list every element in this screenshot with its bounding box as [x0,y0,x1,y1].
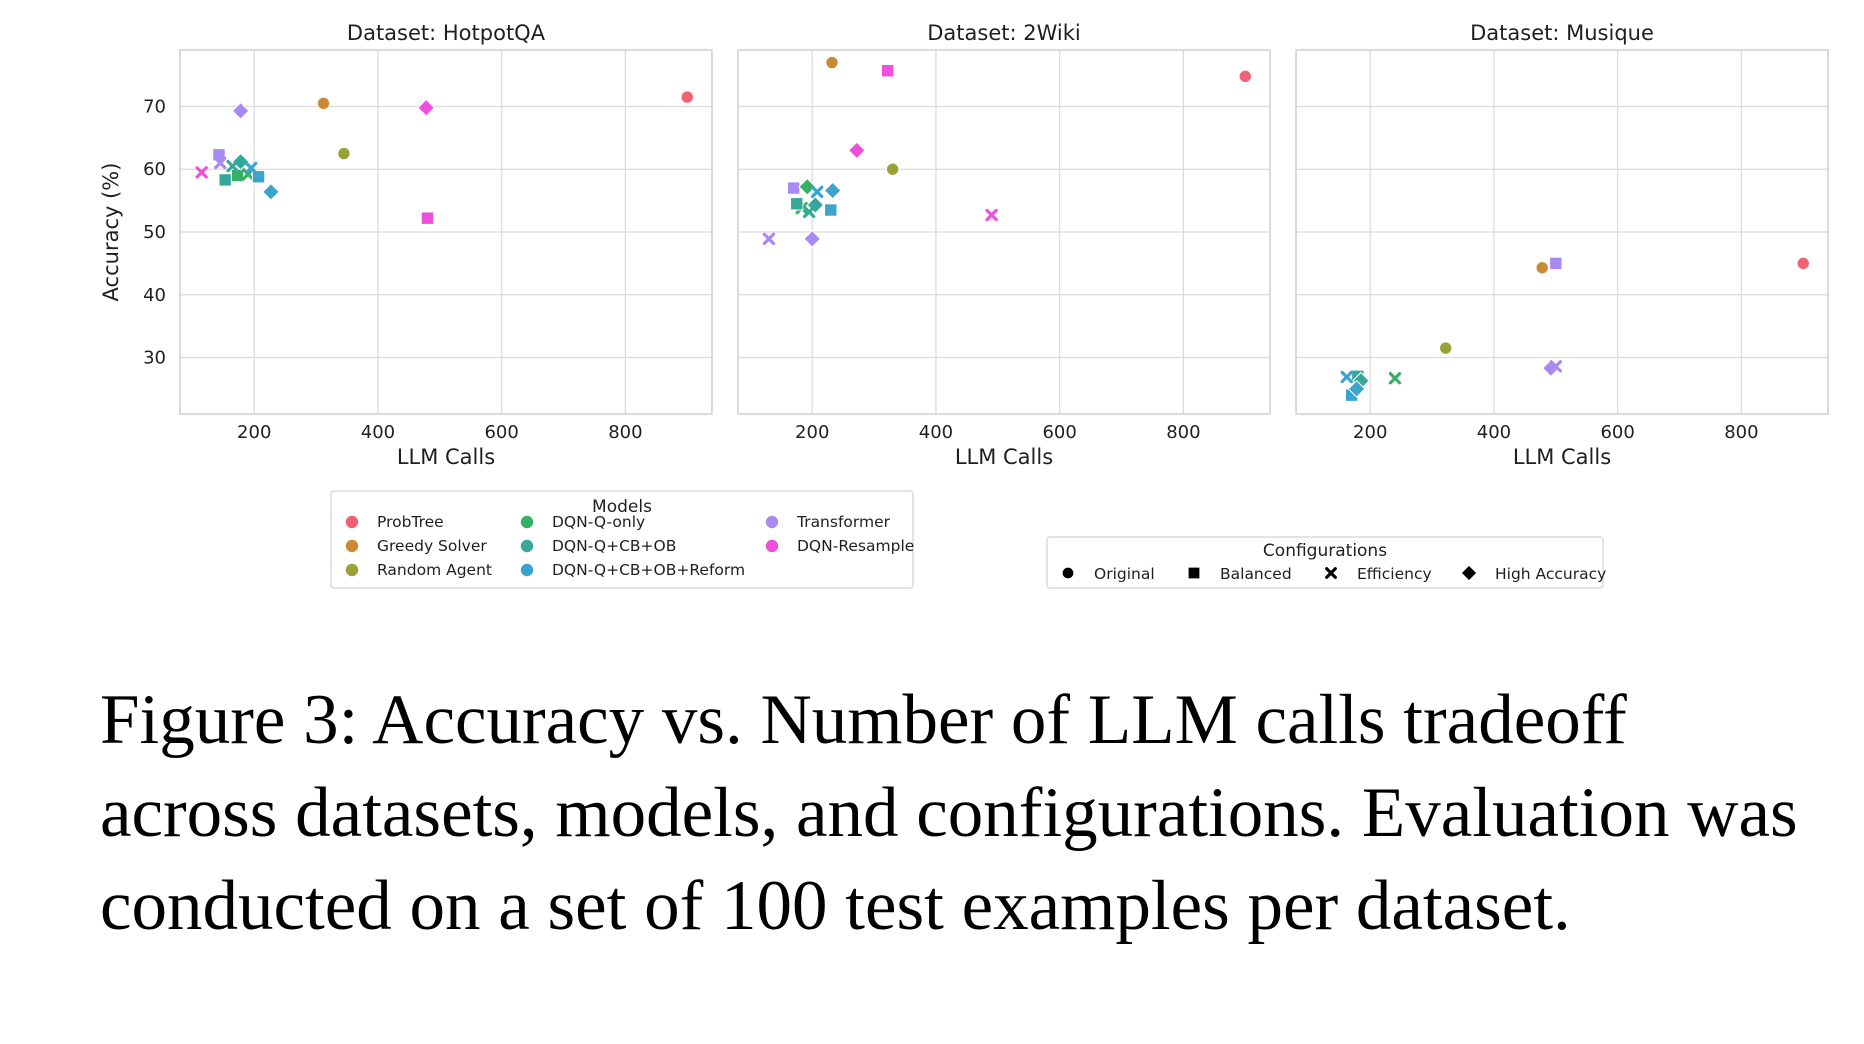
panel-title: Dataset: 2Wiki [927,21,1080,45]
legend-item-dqn-resample: DQN-Resample [797,537,914,555]
legend-item-greedy-solver: Greedy Solver [377,537,487,555]
legend-item-probtree: ProbTree [377,513,444,531]
legend-item-dqn-q-cb-ob: DQN-Q+CB+OB [552,537,676,555]
legend-swatch-dqn-resample [765,539,779,553]
x-axis-label: LLM Calls [955,445,1053,469]
point-transformer-efficiency [762,232,776,246]
point-dqn-q-only-efficiency [241,168,255,181]
x-axis-label: LLM Calls [1513,445,1611,469]
plot-frame [179,49,713,415]
panel-dataset-2wiki: Dataset: 2Wiki 200 400 600 800 LLM Calls [737,21,1271,469]
point-dqn-q-only-high-accuracy [798,177,817,196]
panel-title: Dataset: Musique [1470,21,1654,45]
legend-item-efficiency: Efficiency [1357,565,1432,583]
y-tick-label: 40 [143,285,166,306]
point-dqn-resample-high-accuracy [847,141,866,160]
y-tick-label: 70 [143,96,166,117]
point-dqn-resample-efficiency [195,166,208,179]
point-greedy-solver-original [316,96,331,111]
legend-swatch-greedy-solver [345,539,359,553]
x-tick-label: 600 [484,422,518,443]
point-dqn-q-cb-ob-reform-high-accuracy [823,181,842,200]
point-dqn-q-cb-ob-reform-efficiency [810,185,824,199]
configurations-legend: Configurations Original Balanced Efficiency… [1046,536,1606,589]
point-transformer-balanced [786,181,801,195]
legend-marker-original [1061,566,1075,580]
point-dqn-q-cb-ob-reform-efficiency [1340,370,1353,384]
point-random-agent-original [1439,341,1453,355]
point-dqn-q-only-efficiency [1388,372,1402,385]
point-probtree-original [680,90,694,104]
point-dqn-q-cb-ob-reform-balanced [824,203,838,217]
legend-marker-efficiency [1325,567,1337,579]
point-dqn-q-cb-ob-high-accuracy [231,152,250,171]
legend-item-high-accuracy: High Accuracy [1495,565,1606,583]
x-tick-label: 400 [919,422,953,443]
x-tick-label: 600 [1600,422,1634,443]
point-dqn-resample-high-accuracy [417,98,436,117]
point-dqn-q-cb-ob-efficiency [226,159,239,173]
x-tick-label: 800 [608,422,642,443]
point-transformer-balanced [1549,256,1563,271]
point-dqn-q-cb-ob-reform-high-accuracy [1347,379,1366,398]
point-dqn-q-cb-ob-high-accuracy [806,196,825,214]
panel-dataset-hotpotqa: Dataset: HotpotQA 200 400 600 800 LLM Calls 30… [99,21,713,469]
x-tick-label: 400 [361,422,395,443]
legend-swatch-probtree [345,515,359,529]
point-greedy-solver-original [1535,261,1549,275]
point-greedy-solver-original [825,55,839,70]
legend-swatch-transformer [765,515,779,529]
legend-title: Models [592,497,652,517]
point-dqn-resample-efficiency [985,208,998,222]
legend-item-transformer: Transformer [796,513,891,531]
point-dqn-q-cb-ob-balanced [790,197,804,211]
legend-item-original: Original [1094,565,1155,583]
point-dqn-q-cb-ob-reform-high-accuracy [262,182,280,201]
legend-swatch-dqn-q-cb-ob [520,539,534,553]
point-dqn-resample-balanced [881,64,895,78]
x-tick-label: 200 [237,422,271,443]
x-tick-label: 800 [1166,422,1200,443]
point-dqn-resample-balanced [420,211,435,225]
point-probtree-original [1238,69,1252,84]
point-transformer-efficiency [1549,360,1563,373]
point-dqn-q-cb-ob-efficiency [802,205,816,219]
point-dqn-q-cb-ob-reform-efficiency [244,161,258,175]
point-random-agent-original [337,146,351,161]
y-tick-label: 50 [143,222,166,243]
legend-box [330,490,914,589]
x-axis-label: LLM Calls [397,445,495,469]
point-transformer-efficiency [214,156,227,170]
y-tick-label: 30 [143,348,166,369]
panel-title: Dataset: HotpotQA [347,21,546,45]
x-tick-label: 600 [1042,422,1076,443]
legend-marker-high-accuracy [1460,564,1478,582]
legend-swatch-dqn-q-cb-ob-reform [520,563,534,577]
legend-item-balanced: Balanced [1220,565,1292,583]
x-tick-label: 800 [1724,422,1758,443]
point-transformer-high-accuracy [231,101,250,120]
legend-item-dqn-q-only: DQN-Q-only [552,513,645,531]
point-probtree-original [1796,256,1810,271]
plot-frame [737,49,1271,415]
legend-marker-balanced [1187,566,1201,580]
point-random-agent-original [885,162,900,176]
point-dqn-q-cb-ob-balanced [218,173,232,187]
x-tick-label: 400 [1477,422,1511,443]
legend-item-random-agent: Random Agent [377,561,492,579]
legend-swatch-random-agent [345,563,359,577]
legend-title: Configurations [1263,541,1387,561]
legend-swatch-dqn-q-only [520,515,534,529]
x-tick-label: 200 [1353,422,1387,443]
figure-caption: Figure 3: Accuracy vs. Number of LLM cal… [100,681,1798,945]
legend-item-dqn-q-cb-ob-reform: DQN-Q+CB+OB+Reform [552,561,745,579]
models-legend: Models ProbTree Greedy Solver Random Agent D… [330,490,914,589]
y-tick-label: 60 [143,159,166,180]
plot-frame [1295,49,1829,415]
x-tick-label: 200 [795,422,829,443]
point-transformer-high-accuracy [803,229,822,248]
y-axis-label: Accuracy (%) [99,163,123,302]
panel-dataset-musique: Dataset: Musique 200 400 600 800 LLM Calls [1295,21,1829,469]
